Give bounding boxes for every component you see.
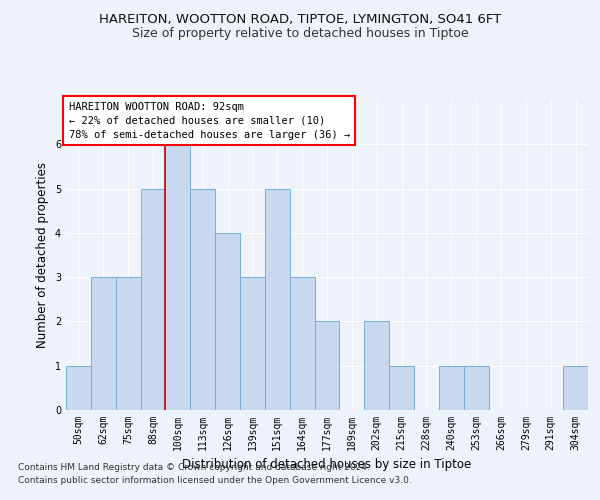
Bar bbox=[439, 366, 464, 410]
Bar bbox=[190, 188, 215, 410]
Y-axis label: Number of detached properties: Number of detached properties bbox=[37, 162, 49, 348]
Bar bbox=[389, 366, 414, 410]
Bar bbox=[116, 277, 140, 410]
Bar bbox=[66, 366, 91, 410]
Bar bbox=[314, 322, 340, 410]
Bar bbox=[464, 366, 488, 410]
Bar bbox=[364, 322, 389, 410]
Text: HAREITON WOOTTON ROAD: 92sqm
← 22% of detached houses are smaller (10)
78% of se: HAREITON WOOTTON ROAD: 92sqm ← 22% of de… bbox=[68, 102, 350, 140]
Text: Size of property relative to detached houses in Tiptoe: Size of property relative to detached ho… bbox=[131, 28, 469, 40]
Bar bbox=[140, 188, 166, 410]
X-axis label: Distribution of detached houses by size in Tiptoe: Distribution of detached houses by size … bbox=[182, 458, 472, 471]
Text: Contains HM Land Registry data © Crown copyright and database right 2024.: Contains HM Land Registry data © Crown c… bbox=[18, 464, 370, 472]
Text: HAREITON, WOOTTON ROAD, TIPTOE, LYMINGTON, SO41 6FT: HAREITON, WOOTTON ROAD, TIPTOE, LYMINGTO… bbox=[99, 12, 501, 26]
Bar bbox=[290, 277, 314, 410]
Bar bbox=[563, 366, 588, 410]
Bar bbox=[215, 233, 240, 410]
Bar bbox=[166, 144, 190, 410]
Bar bbox=[265, 188, 290, 410]
Bar bbox=[240, 277, 265, 410]
Text: Contains public sector information licensed under the Open Government Licence v3: Contains public sector information licen… bbox=[18, 476, 412, 485]
Bar bbox=[91, 277, 116, 410]
